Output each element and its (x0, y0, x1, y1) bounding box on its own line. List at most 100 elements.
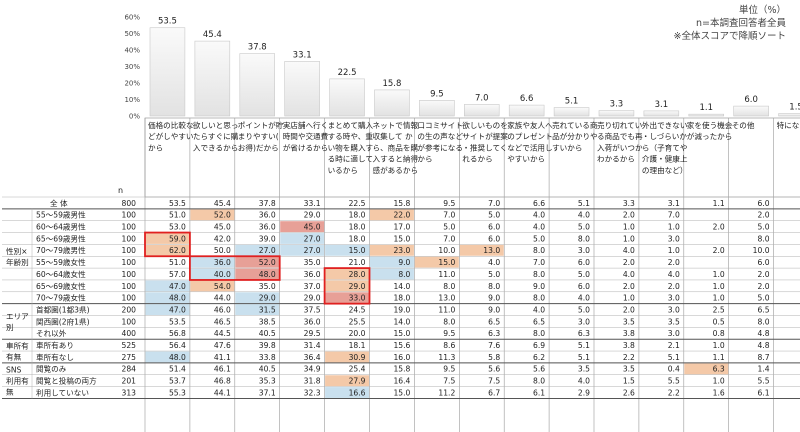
cell-value: 24.5 (349, 305, 366, 314)
column-label-line: その他 (732, 120, 755, 130)
cell-value: 18.1 (349, 341, 366, 350)
cell-value: 5.5 (758, 377, 770, 386)
column-label-line: が減ったから (687, 131, 733, 141)
highlight-box (188, 255, 281, 281)
cell-value: 5.0 (443, 223, 455, 232)
cell-value: 8.0 (488, 282, 500, 291)
cell-value: 7.0 (668, 211, 680, 220)
cell-value: 8.0 (533, 246, 545, 255)
cell-highlight (145, 280, 190, 292)
column-label-line: などで活用し (507, 142, 552, 152)
cell-value: 44.5 (214, 329, 231, 338)
cell-value: 2.2 (623, 353, 635, 362)
cell-highlight (370, 244, 414, 256)
group-label-line: 利用有 (6, 376, 29, 386)
column-label-line: から (148, 143, 163, 152)
bar-value-label: 1.5 (789, 103, 800, 113)
bar (688, 113, 724, 117)
row-label: 全 体 (50, 198, 68, 208)
cell-value: 2.2 (668, 388, 680, 397)
cell-value: 48.0 (259, 270, 276, 279)
cell-value: 4.8 (758, 329, 770, 338)
cell-highlight (459, 244, 504, 256)
cell-value: 16.6 (349, 388, 366, 397)
cell-value: 28.0 (349, 270, 366, 279)
group-label-line: 無 (6, 387, 14, 397)
bar-value-label: 53.5 (158, 17, 177, 27)
bar (598, 110, 635, 117)
row-n: 201 (122, 377, 137, 386)
highlight-box (323, 267, 371, 305)
cell-value: 62.0 (169, 246, 186, 255)
cell-value: 36.0 (304, 270, 321, 279)
cell-value: 4.0 (623, 246, 635, 255)
cell-value: 19.0 (393, 305, 410, 314)
cell-value: 36.0 (259, 211, 276, 220)
row-label: 55～59歳女性 (36, 257, 86, 267)
cell-value: 8.0 (533, 294, 545, 303)
cell-value: 1.0 (623, 294, 635, 303)
bar-value-label: 15.8 (382, 79, 401, 89)
cell-value: 53.7 (169, 377, 186, 386)
cell-value: 1.5 (623, 377, 635, 386)
group-label-line: 有無 (6, 352, 22, 362)
cell-value: 4.0 (578, 294, 590, 303)
row-label: 関西圏(2府1県) (36, 316, 90, 326)
cell-value: 1.0 (713, 294, 725, 303)
cell-value: 11.0 (438, 270, 455, 279)
cell-value: 3.3 (623, 199, 635, 208)
group-label-line: 性別× (6, 246, 28, 256)
cell-value: 30.9 (349, 353, 366, 362)
cell-value: 7.0 (488, 199, 500, 208)
column-label-line: 欲しいと思っ (193, 120, 239, 130)
cell-value: 3.8 (623, 329, 635, 338)
cell-value: 2.0 (623, 305, 635, 314)
cell-value: 3.0 (668, 305, 680, 314)
cell-highlight (235, 244, 280, 256)
cell-value: 15.0 (393, 388, 410, 397)
cell-value: 9.0 (398, 258, 410, 267)
cell-value: 5.0 (488, 270, 500, 279)
cell-value: 15.0 (393, 234, 410, 243)
cell-highlight (280, 233, 325, 244)
cell-value: 51.4 (169, 365, 186, 374)
cell-value: 51.0 (169, 258, 186, 267)
column-label: 実店舗へ行く時間や交通費が省けるから (283, 120, 329, 152)
column-label-line: が省けるから (283, 142, 329, 152)
cell-value: 33.8 (259, 353, 276, 362)
column-label-line: たらすぐに購 (193, 131, 239, 141)
bar (643, 110, 680, 117)
cell-value: 8.0 (758, 317, 770, 326)
bar-value-label: 6.6 (520, 94, 534, 104)
cell-value: 4.0 (533, 305, 545, 314)
cell-value: 18.0 (349, 211, 366, 220)
column-label-line: 介護・健康上 (642, 154, 688, 164)
column-label-line: の理由など） (642, 165, 688, 175)
cell-value: 15.0 (438, 258, 455, 267)
cell-value: 14.0 (393, 282, 410, 291)
cell-value: 29.0 (304, 294, 321, 303)
column-label-line: い物を購入す (328, 142, 374, 152)
cell-value: 3.5 (623, 317, 635, 326)
cell-value: 27.0 (304, 234, 321, 243)
cell-value: 22.0 (393, 211, 410, 220)
group-label-line: 年齢別 (6, 257, 29, 267)
cell-highlight (370, 256, 414, 268)
cell-value: 6.0 (758, 258, 770, 267)
cell-value: 45.0 (304, 223, 321, 232)
bar (733, 105, 769, 117)
cell-value: 4.0 (578, 377, 590, 386)
row-label: 65～69歳女性 (36, 281, 86, 291)
cell-value: 13.0 (438, 294, 455, 303)
cell-value: 6.3 (578, 329, 590, 338)
column-label: ネットで情報収集して から、商品を購入すると納得感があるから (373, 120, 419, 175)
cell-value: 6.7 (488, 388, 500, 397)
cell-value: 37.0 (304, 282, 321, 291)
row-n: 100 (122, 294, 137, 303)
cell-value: 6.0 (488, 223, 500, 232)
cell-value: 18.0 (349, 223, 366, 232)
bar (149, 27, 186, 117)
cell-value: 2.0 (713, 223, 725, 232)
cell-value: 36.0 (214, 258, 231, 267)
cell-value: 6.1 (758, 388, 770, 397)
